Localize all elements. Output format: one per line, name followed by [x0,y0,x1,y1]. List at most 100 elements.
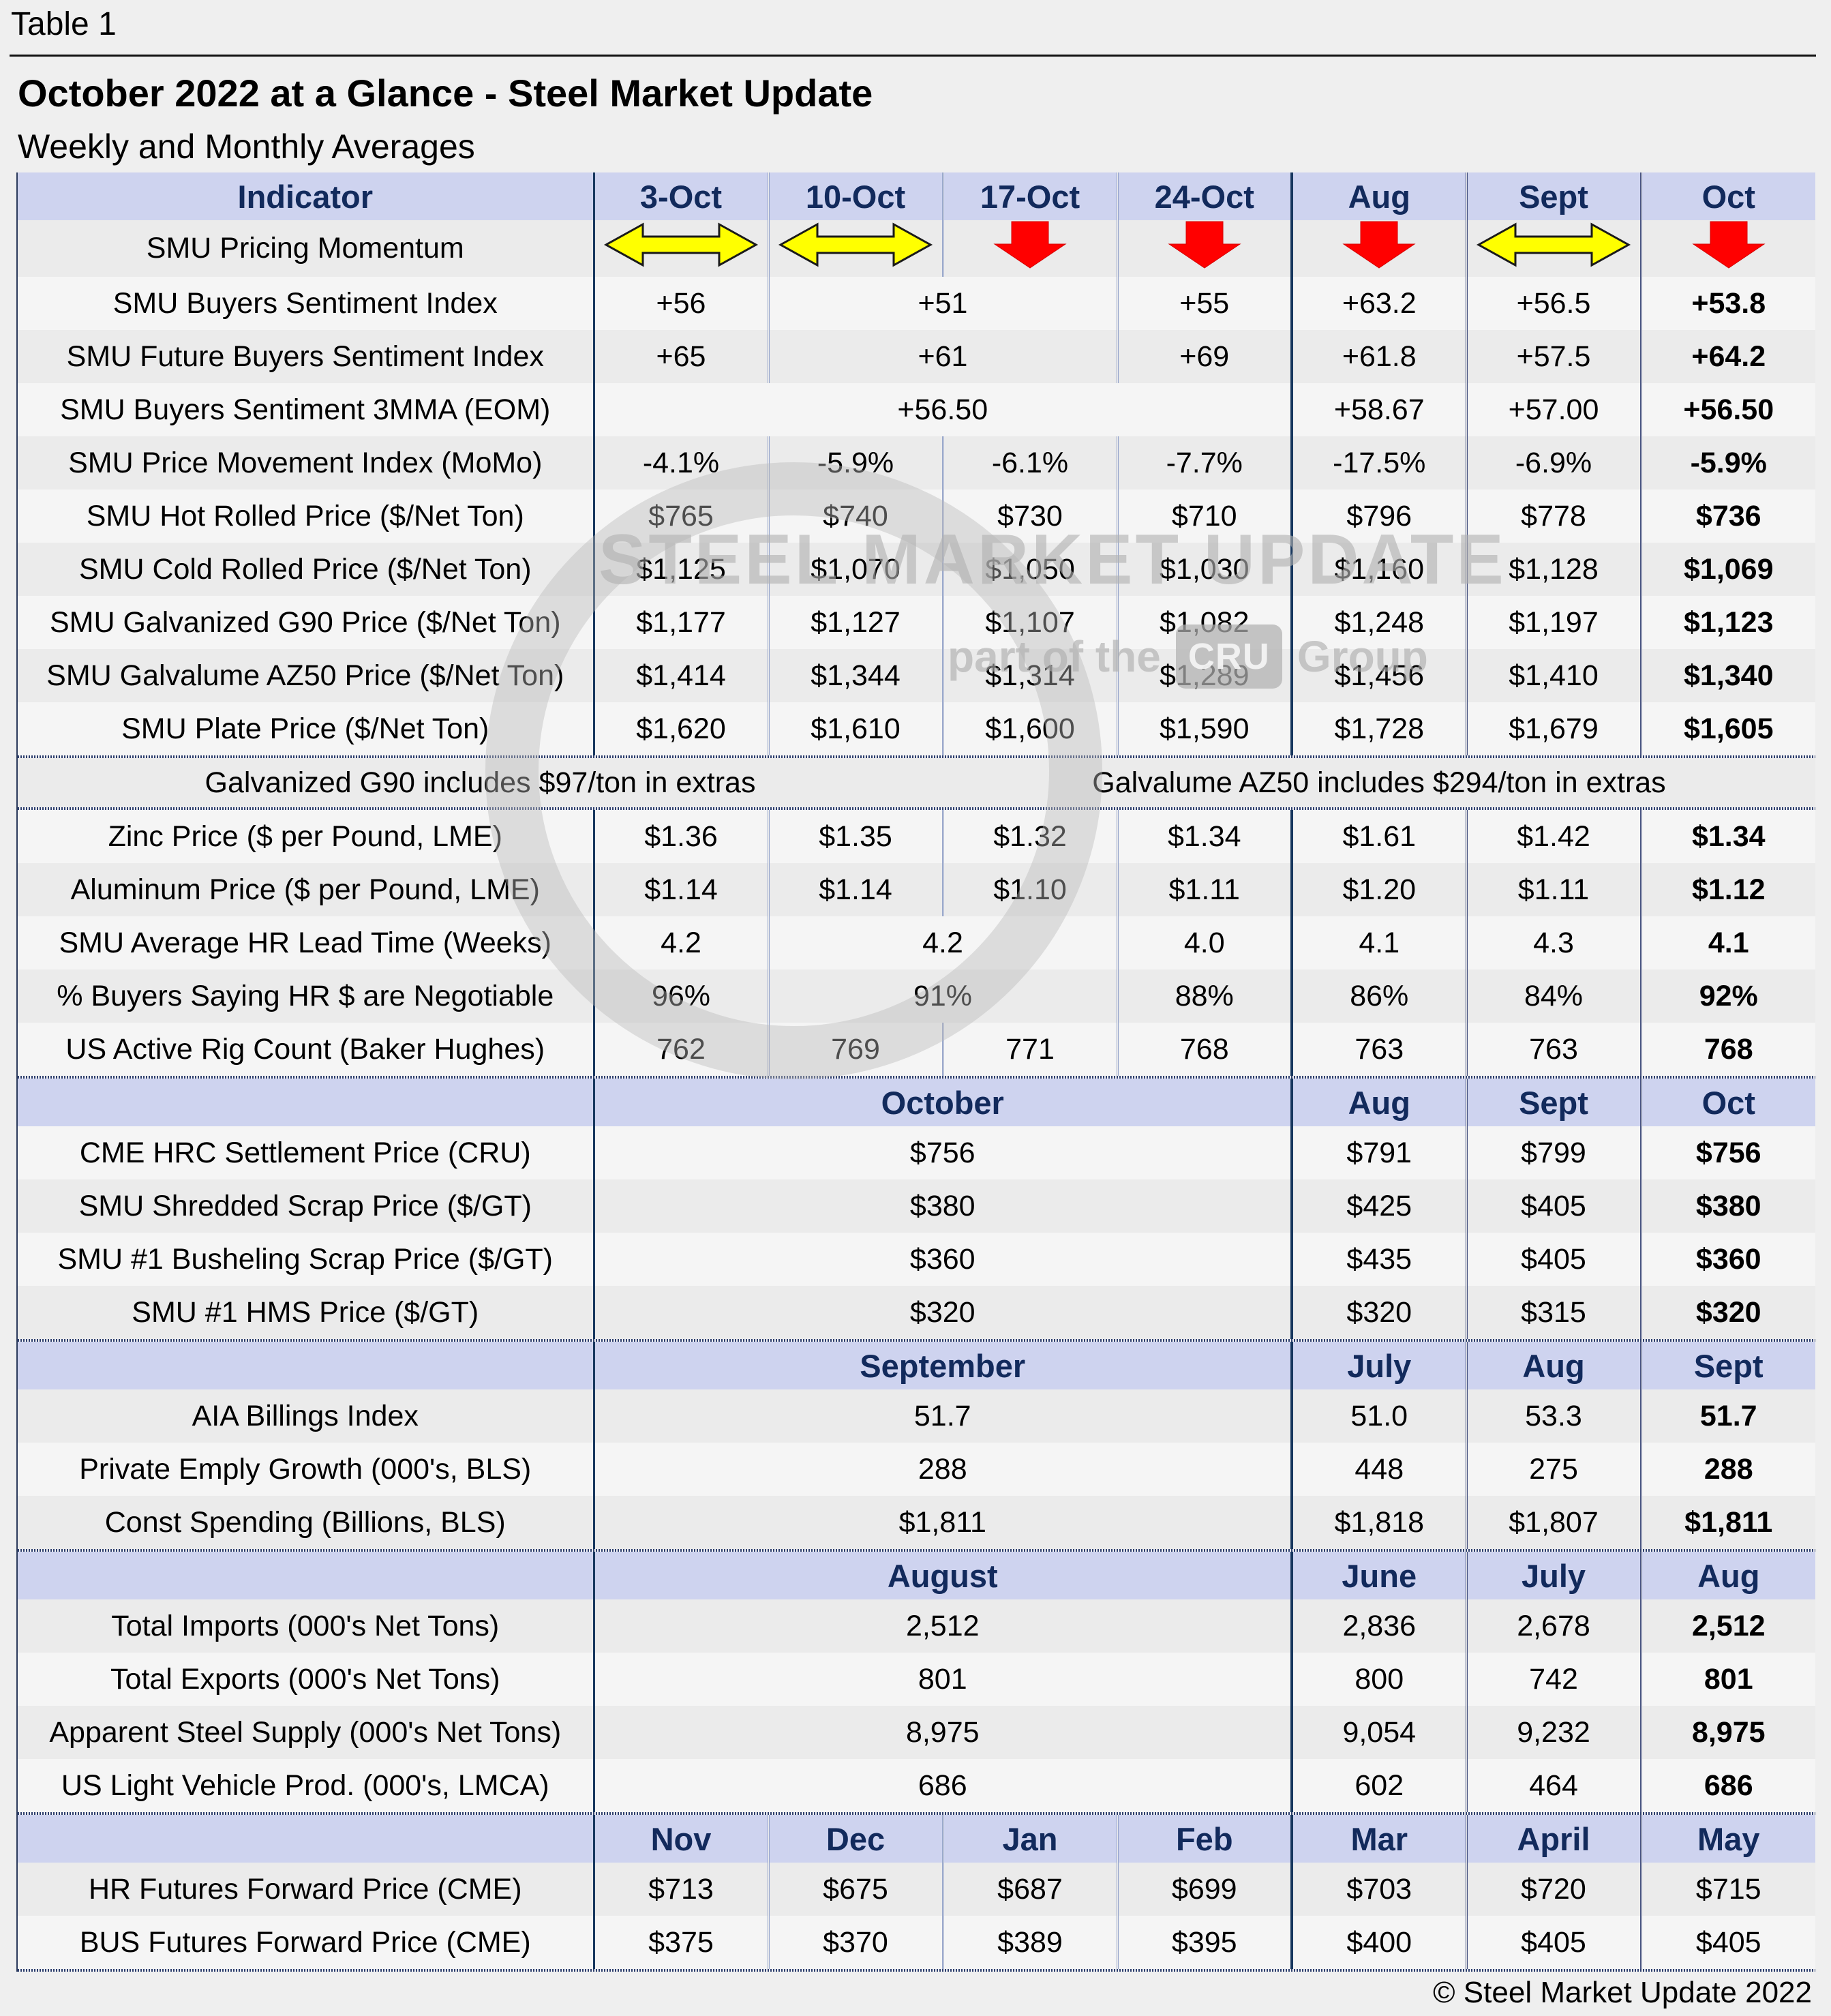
value-cell: $791 [1290,1126,1466,1179]
table-row: Private Emply Growth (000's, BLS) 288 448 2… [17,1443,1815,1496]
value-cell: +53.8 [1639,277,1815,330]
value-cell: $320 [1639,1286,1815,1339]
value-cell: $730 [941,490,1117,543]
value-cell: $1.34 [1116,810,1292,863]
value-cell: $765 [592,490,768,543]
table-row: Const Spending (Billions, BLS) $1,811 $1,8… [17,1496,1815,1549]
momentum-cell [1116,220,1292,277]
value-cell: $1,811 [592,1496,1292,1549]
value-cell: 742 [1465,1653,1641,1706]
table-row: SMU Average HR Lead Time (Weeks) 4.2 4.2 4.… [17,916,1815,969]
row-label: Total Exports (000's Net Tons) [17,1653,594,1706]
table-row: Total Imports (000's Net Tons) 2,512 2,836… [17,1599,1815,1653]
value-cell: 4.3 [1465,916,1641,969]
value-cell: 801 [1639,1653,1815,1706]
value-cell: +55 [1116,277,1292,330]
table-row: SMU Shredded Scrap Price ($/GT) $380 $425 $… [17,1179,1815,1233]
row-label: SMU Shredded Scrap Price ($/GT) [17,1179,594,1233]
value-cell: -6.9% [1465,436,1641,490]
value-cell: $400 [1290,1916,1466,1969]
value-cell: 763 [1290,1023,1466,1076]
value-cell: $720 [1465,1863,1641,1916]
column-header: Mar [1290,1815,1466,1863]
value-cell: 464 [1465,1759,1641,1812]
value-cell: $1.14 [592,863,768,916]
value-cell: $425 [1290,1179,1466,1233]
value-cell: 800 [1290,1653,1466,1706]
value-cell: 84% [1465,969,1641,1023]
value-cell: 91% [767,969,1117,1023]
value-cell: $736 [1639,490,1815,543]
value-cell: $380 [1639,1179,1815,1233]
table-row: SMU Hot Rolled Price ($/Net Ton) $765 $740… [17,490,1815,543]
value-cell: 686 [592,1759,1292,1812]
value-cell: $715 [1639,1863,1815,1916]
section-divider [17,1812,1815,1815]
column-header: Aug [1290,172,1466,220]
value-cell: +56 [592,277,768,330]
section-divider [17,1076,1815,1079]
column-header: Dec [767,1815,943,1863]
column-header [17,1552,594,1599]
row-label: Apparent Steel Supply (000's Net Tons) [17,1706,594,1759]
column-header: 3-Oct [592,172,768,220]
value-cell: $395 [1116,1916,1292,1969]
value-cell: $1,807 [1465,1496,1641,1549]
value-cell: $1,605 [1639,702,1815,755]
table-row: SMU Future Buyers Sentiment Index +65 +61 +… [17,330,1815,383]
momentum-cell [941,220,1117,277]
momentum-cell [592,220,768,277]
value-cell: $1.32 [941,810,1117,863]
value-cell: $435 [1290,1233,1466,1286]
value-cell: $1,082 [1116,596,1292,649]
value-cell: 288 [592,1443,1292,1496]
value-cell: 768 [1639,1023,1815,1076]
value-cell: $1,050 [941,543,1117,596]
column-header: September [592,1342,1292,1389]
table-row: SMU Cold Rolled Price ($/Net Ton) $1,125 $… [17,543,1815,596]
value-cell: $1,177 [592,596,768,649]
column-header [17,1815,594,1863]
value-cell: +57.5 [1465,330,1641,383]
column-header: July [1290,1342,1466,1389]
value-cell: 448 [1290,1443,1466,1496]
row-label: Total Imports (000's Net Tons) [17,1599,594,1653]
value-cell: 8,975 [1639,1706,1815,1759]
value-cell: $1.42 [1465,810,1641,863]
value-cell: $1,070 [767,543,943,596]
title-divider [10,55,1816,57]
value-cell: $405 [1639,1916,1815,1969]
value-cell: $1,340 [1639,649,1815,702]
row-label: SMU Pricing Momentum [17,220,594,277]
value-cell: $1.20 [1290,863,1466,916]
value-cell: $1,456 [1290,649,1466,702]
column-header: August [592,1552,1292,1599]
momentum-cell [767,220,943,277]
section-header-row: Nov Dec Jan Feb Mar April May [17,1815,1815,1863]
value-cell: $703 [1290,1863,1466,1916]
column-header: July [1465,1552,1641,1599]
row-label: SMU Future Buyers Sentiment Index [17,330,594,383]
value-cell: $405 [1465,1179,1641,1233]
value-cell: $360 [592,1233,1292,1286]
section-divider-row [17,1339,1815,1342]
value-cell: 762 [592,1023,768,1076]
value-cell: $1,128 [1465,543,1641,596]
value-cell: $1.11 [1465,863,1641,916]
row-label: Private Emply Growth (000's, BLS) [17,1443,594,1496]
value-cell: +69 [1116,330,1292,383]
value-cell: $1,069 [1639,543,1815,596]
value-cell: $675 [767,1863,943,1916]
value-cell: $1.14 [767,863,943,916]
value-cell: 768 [1116,1023,1292,1076]
value-cell: $320 [1290,1286,1466,1339]
value-cell: $778 [1465,490,1641,543]
value-cell: $1,818 [1290,1496,1466,1549]
table-row: Total Exports (000's Net Tons) 801 800 742 8… [17,1653,1815,1706]
value-cell: 686 [1639,1759,1815,1812]
value-cell: 96% [592,969,768,1023]
column-header: May [1639,1815,1815,1863]
value-cell: +64.2 [1639,330,1815,383]
column-header: October [592,1079,1292,1126]
footnote-text: Galvalume AZ50 includes $294/ton in extr… [943,758,1815,807]
